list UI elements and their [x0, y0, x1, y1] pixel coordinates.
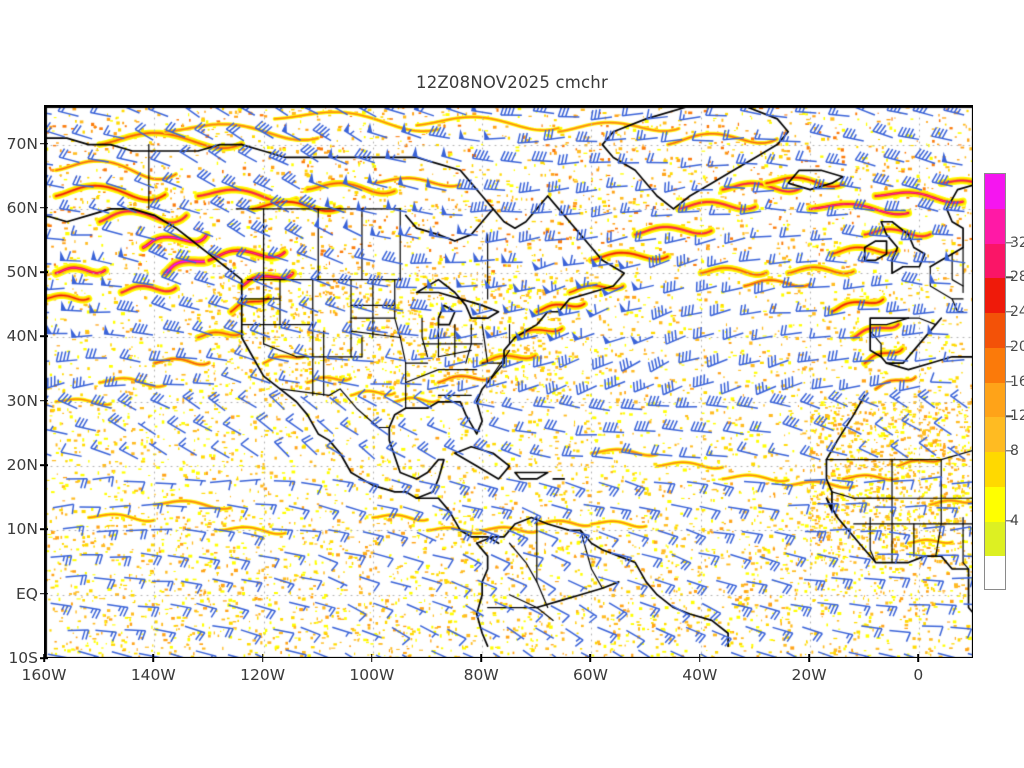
colorbar-tick [1006, 276, 1013, 278]
colorbar-band [985, 486, 1005, 522]
colorbar-band [985, 452, 1005, 487]
map-plot-area [44, 105, 973, 658]
colorbar-band [985, 174, 1005, 209]
x-axis-tick [917, 654, 920, 662]
colorbar-band [985, 556, 1005, 589]
x-axis-label: 160W [21, 666, 67, 684]
x-axis-label: 100W [349, 666, 395, 684]
colorbar-tick [1006, 519, 1013, 522]
y-axis-label: 60N [6, 198, 38, 217]
x-axis-tick [480, 654, 482, 662]
colorbar-band [985, 278, 1005, 313]
x-axis-label: 0 [913, 666, 924, 684]
colorbar-tick-label: 32 [1010, 234, 1024, 251]
colorbar-tick-label: 28 [1010, 269, 1024, 286]
colorbar-tick [1006, 450, 1013, 452]
x-axis-label: 20W [791, 666, 827, 684]
y-axis-tick [40, 528, 48, 531]
x-axis-tick [371, 654, 373, 662]
colorbar-tick-label: 16 [1010, 373, 1024, 390]
y-axis-tick [40, 399, 48, 402]
y-axis-label: 10N [6, 520, 38, 539]
colorbar-tick-label: 8 [1010, 443, 1019, 459]
x-axis-label: 120W [240, 666, 286, 684]
colorbar-band [985, 208, 1005, 244]
colorbar-band [985, 521, 1005, 557]
x-axis-label: 80W [463, 666, 499, 684]
colorbar-tick-label: 12 [1010, 408, 1024, 425]
y-axis-label: 20N [6, 456, 38, 475]
colorbar-tick-label: 20 [1010, 338, 1024, 355]
y-axis-label: 30N [6, 391, 38, 410]
x-axis-label: 40W [682, 666, 718, 684]
y-axis-label: 40N [6, 327, 38, 346]
colorbar-band [985, 243, 1005, 279]
x-axis-tick [261, 654, 264, 662]
title-line-1: 12Z08NOV2025 cmchr [416, 73, 608, 92]
x-axis-tick [808, 654, 810, 662]
x-axis-tick [152, 654, 155, 662]
colorbar-tick-label: 24 [1010, 304, 1024, 320]
y-axis-tick [40, 464, 48, 466]
colorbar-tick [1006, 415, 1013, 417]
y-axis-tick [40, 335, 48, 338]
y-axis-tick [40, 592, 48, 595]
colorbar [984, 173, 1006, 590]
x-axis-tick [589, 654, 592, 662]
colorbar-tick [1006, 311, 1013, 313]
y-axis-label: 10S [8, 649, 38, 667]
colorbar-band [985, 313, 1005, 348]
y-axis-label: EQ [16, 584, 38, 603]
colorbar-tick [1006, 241, 1013, 244]
x-axis-tick [698, 654, 701, 662]
y-axis-tick [40, 271, 48, 273]
y-axis-tick [40, 207, 48, 209]
colorbar-band [985, 382, 1005, 418]
y-axis-label: 50N [6, 263, 38, 282]
x-axis-tick [43, 654, 45, 662]
y-axis-tick [40, 142, 48, 145]
colorbar-tick [1006, 380, 1013, 383]
x-axis-label: 140W [130, 666, 176, 684]
colorbar-band [985, 347, 1005, 383]
x-axis-label: 60W [572, 666, 608, 684]
colorbar-band [985, 417, 1005, 452]
vorticity-wind-canvas [45, 106, 972, 657]
colorbar-tick-label: 4 [1010, 512, 1019, 529]
y-axis-label: 70N [6, 134, 38, 153]
colorbar-tick [1006, 346, 1013, 348]
